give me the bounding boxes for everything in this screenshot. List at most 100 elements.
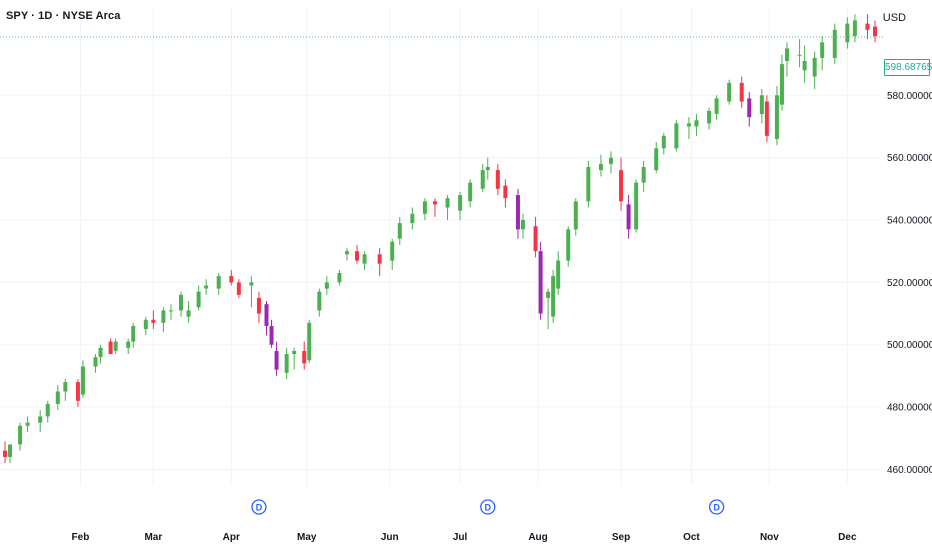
- x-tick-label: Dec: [838, 532, 857, 543]
- candle-body: [503, 185, 508, 199]
- x-tick-label: Jul: [453, 532, 468, 543]
- x-tick-label: Oct: [683, 532, 700, 543]
- candle-body: [634, 182, 639, 230]
- candle-body: [143, 319, 148, 330]
- y-tick-label: 500.00000: [887, 340, 932, 351]
- candle-body: [797, 54, 802, 56]
- candle-body: [533, 226, 538, 252]
- candle-body: [196, 291, 201, 308]
- candle-body: [480, 170, 485, 189]
- candle-body: [98, 347, 103, 358]
- candle-body: [108, 341, 113, 355]
- candle-body: [694, 120, 699, 127]
- y-tick-label: 520.00000: [887, 278, 932, 289]
- dividend-marker-label: D: [256, 503, 263, 513]
- candle-body: [779, 64, 784, 105]
- dividend-marker[interactable]: [251, 499, 267, 515]
- candle-body: [520, 220, 525, 230]
- candle-body: [608, 157, 613, 164]
- candle-body: [573, 201, 578, 230]
- candle-body: [619, 170, 624, 202]
- candle-body: [865, 23, 870, 30]
- candle-body: [727, 82, 732, 102]
- candle-body: [714, 98, 719, 114]
- dividend-marker[interactable]: [480, 499, 496, 515]
- candle-body: [410, 213, 415, 224]
- last-price-tag: 598.68765: [884, 59, 932, 76]
- candle-body: [256, 297, 261, 314]
- candle-body: [586, 167, 591, 202]
- candle-body: [18, 425, 23, 445]
- y-tick-label: 560.00000: [887, 153, 932, 164]
- candle-body: [25, 422, 30, 426]
- candle-body: [674, 123, 679, 149]
- time-axis[interactable]: Feb Mar Apr May Jun Jul Aug Sep Oct Nov Dec: [72, 532, 857, 543]
- candle-body: [566, 229, 571, 261]
- candle-body: [216, 276, 221, 289]
- candle-body: [495, 170, 500, 189]
- candle-body: [63, 382, 68, 392]
- candle-body: [362, 254, 367, 264]
- candle-body: [515, 195, 520, 230]
- candle-body: [161, 310, 166, 323]
- currency-label[interactable]: USD: [882, 12, 906, 24]
- candle-body: [832, 29, 837, 58]
- candle-body: [55, 391, 60, 404]
- candle-body: [812, 57, 817, 77]
- candle-body: [337, 273, 342, 283]
- x-tick-label: May: [297, 532, 317, 543]
- x-tick-label: Apr: [223, 532, 240, 543]
- candle-body: [236, 282, 241, 295]
- candle-body: [179, 294, 184, 311]
- x-tick-label: Mar: [144, 532, 162, 543]
- candle-body: [45, 403, 50, 417]
- candles: [3, 14, 877, 464]
- candle-body: [707, 110, 712, 124]
- candle-body: [269, 326, 274, 345]
- candle-body: [344, 251, 349, 255]
- symbol-title[interactable]: SPY · 1D · NYSE Arca: [6, 10, 121, 22]
- candle-body: [302, 350, 307, 364]
- candle-body: [307, 322, 312, 361]
- candle-body: [390, 241, 395, 261]
- candle-body: [186, 310, 191, 317]
- candle-body: [641, 167, 646, 183]
- candle-body: [661, 135, 666, 149]
- candle-body: [852, 20, 857, 37]
- candle-body: [432, 201, 437, 205]
- candle-body: [739, 82, 744, 102]
- candle-body: [229, 276, 234, 283]
- candle-body: [397, 223, 402, 239]
- candle-body: [845, 23, 850, 43]
- candle-body: [151, 319, 156, 323]
- candle-body: [556, 260, 561, 289]
- candle-body: [422, 201, 427, 214]
- y-tick-label: 540.00000: [887, 216, 932, 227]
- candle-body: [93, 357, 98, 367]
- candle-body: [774, 95, 779, 139]
- candle-body: [626, 204, 631, 230]
- x-tick-label: Sep: [612, 532, 630, 543]
- candle-body: [538, 251, 543, 314]
- candle-body: [168, 310, 173, 312]
- candle-body: [126, 341, 131, 348]
- candle-body: [264, 304, 269, 326]
- candle-body: [468, 182, 473, 202]
- candle-body: [802, 61, 807, 71]
- candle-body: [355, 251, 360, 261]
- candle-body: [820, 42, 825, 58]
- y-tick-label: 580.00000: [887, 91, 932, 102]
- dividend-marker[interactable]: [708, 499, 725, 515]
- x-tick-label: Feb: [72, 532, 90, 543]
- candle-body: [546, 291, 551, 298]
- x-tick-label: Nov: [760, 532, 779, 543]
- candle-body: [317, 291, 322, 311]
- candle-body: [75, 382, 80, 401]
- candle-body: [284, 354, 289, 373]
- price-axis[interactable]: 460.00000 480.00000 500.00000 520.00000 540.…: [887, 91, 932, 476]
- candle-body: [204, 285, 209, 289]
- candle-body: [113, 341, 118, 351]
